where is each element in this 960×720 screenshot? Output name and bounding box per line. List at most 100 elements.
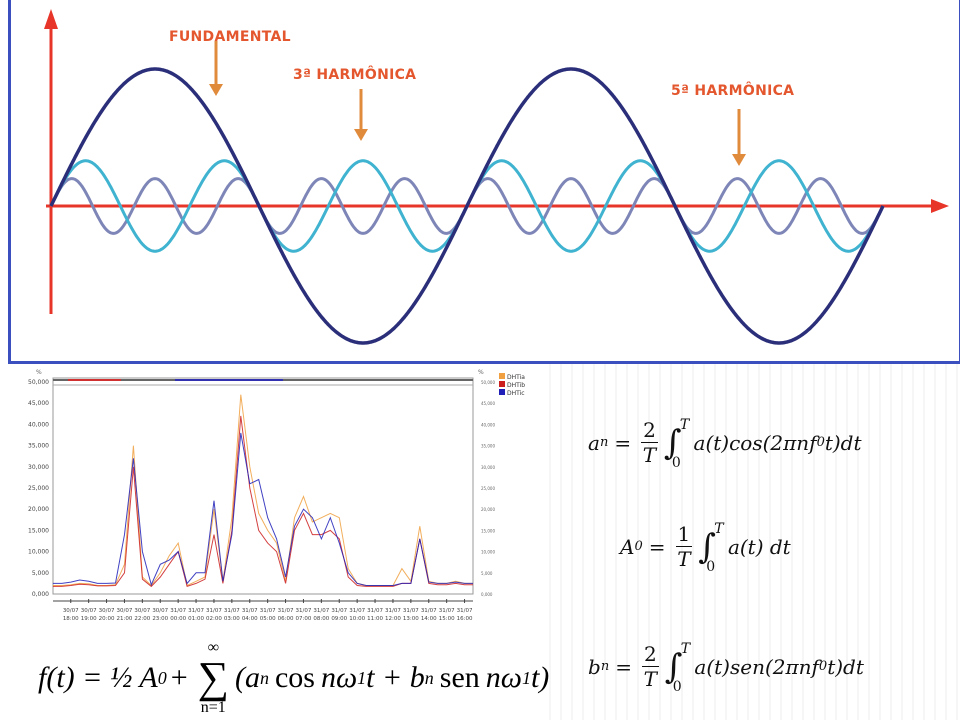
an-lower: 0 — [671, 454, 681, 471]
fourier-b-sub: n — [424, 667, 434, 688]
bn-lhs: b — [588, 654, 601, 679]
fourier-term: (a — [234, 661, 260, 694]
legend-label-DHTib: DHTib — [507, 382, 525, 389]
an-body-end: t)dt — [824, 430, 862, 455]
an-lhs: a — [588, 430, 600, 455]
x-tick-label-time: 10:00 — [349, 616, 365, 622]
fourier-lhs: f(t) = ½ A — [38, 661, 158, 694]
x-tick-label-time: 16:00 — [457, 616, 473, 622]
y-tick-label-right: 45,000 — [481, 401, 495, 406]
bn-body-end: t)dt — [827, 654, 864, 679]
x-tick-label-time: 09:00 — [331, 616, 347, 622]
bn-upper: T — [680, 640, 691, 657]
label-third-harmonic: 3ª HARMÔNICA — [293, 67, 417, 83]
x-tick-label-time: 06:00 — [278, 616, 294, 622]
sum-icon: ∞ ∑ n=1 — [198, 640, 229, 716]
y-tick-label: 25,000 — [28, 485, 49, 492]
an-den: T — [642, 443, 657, 467]
legend-swatch-DHTia — [499, 373, 505, 379]
x-tick-label-time: 13:00 — [403, 616, 419, 622]
y-tick-label-right: 10,000 — [481, 550, 495, 555]
bn-sub: n — [600, 659, 610, 674]
an-upper: T — [679, 416, 690, 433]
y-tick-label: 35,000 — [28, 443, 49, 450]
x-tick-label-date: 31/07 — [349, 608, 365, 614]
integral-icon: ∫ T 0 — [698, 520, 724, 575]
x-tick-label-date: 31/07 — [224, 608, 240, 614]
bn-lower: 0 — [672, 678, 682, 695]
y-tick-label-right: 40,000 — [481, 422, 495, 427]
legend-label-DHTic: DHTic — [507, 390, 525, 397]
fourier-nw1-2: nω — [485, 661, 522, 694]
label-fifth-harmonic: 5ª HARMÔNICA — [671, 83, 795, 99]
x-tick-label-date: 31/07 — [260, 608, 276, 614]
y-tick-label-right: 30,000 — [481, 465, 495, 470]
an-num: 2 — [641, 418, 658, 443]
fourier-nw1: nω — [320, 661, 358, 694]
integral-icon: ∫ T 0 — [664, 640, 691, 695]
legend-swatch-DHTib — [499, 381, 505, 387]
x-tick-label-time: 14:00 — [421, 616, 437, 622]
y-tick-label-right: 35,000 — [481, 444, 495, 449]
x-tick-label-time: 23:00 — [152, 616, 168, 622]
A0-body: a(t) dt — [727, 534, 791, 559]
x-tick-label-time: 08:00 — [313, 616, 329, 622]
fourier-nw1-sub-2: 1 — [521, 667, 531, 688]
x-tick-label-time: 21:00 — [117, 616, 133, 622]
bn-num: 2 — [641, 642, 659, 667]
legend-swatch-DHTic — [499, 389, 505, 395]
series-line-DHTic — [52, 432, 473, 587]
y-tick-label-right: 5,000 — [481, 571, 493, 576]
y-tick-label: 50,000 — [28, 379, 49, 386]
x-tick-label-date: 31/07 — [313, 608, 329, 614]
x-tick-label-date: 31/07 — [385, 608, 401, 614]
A0-num: 1 — [675, 522, 693, 547]
x-tick-label-time: 04:00 — [242, 616, 258, 622]
y-tick-label-right: 15,000 — [481, 528, 495, 533]
x-tick-label-date: 31/07 — [188, 608, 204, 614]
sum-bottom: n=1 — [200, 699, 226, 716]
y-tick-label-right: 0,000 — [481, 592, 493, 597]
x-tick-label-date: 31/07 — [296, 608, 312, 614]
harmonic-1-wave — [49, 67, 885, 345]
x-tick-label-date: 31/07 — [403, 608, 419, 614]
an-body-sub: 0 — [816, 435, 825, 450]
x-tick-label-time: 19:00 — [81, 616, 97, 622]
x-tick-label-time: 05:00 — [260, 616, 276, 622]
y-tick-label-right: 50,000 — [481, 380, 495, 385]
bn-body-sub: 0 — [818, 659, 828, 674]
integral-icon: ∫ T 0 — [663, 416, 690, 471]
x-tick-label-date: 31/07 — [170, 608, 186, 614]
x-tick-label-date: 30/07 — [99, 608, 115, 614]
x-tick-label-time: 11:00 — [367, 616, 383, 622]
x-tick-label-date: 30/07 — [134, 608, 150, 614]
fourier-lhs-sub: 0 — [157, 667, 167, 688]
an-body: a(t)cos(2πnf — [693, 430, 817, 455]
A0-lhs: A — [620, 534, 635, 559]
x-axis-arrow-icon — [931, 199, 949, 213]
y-unit-right: % — [478, 369, 484, 376]
y-tick-label: 0,000 — [32, 591, 49, 598]
arrow-head-icon-0 — [209, 84, 223, 96]
y-tick-label: 45,000 — [28, 400, 49, 407]
background-stripes — [540, 362, 960, 720]
series-line-DHTia — [52, 394, 473, 587]
bn-body: a(t)sen(2πnf — [694, 654, 819, 679]
x-tick-label-time: 07:00 — [296, 616, 312, 622]
y-tick-label: 40,000 — [28, 421, 49, 428]
fourier-cos: cos — [274, 661, 315, 694]
x-tick-label-date: 30/07 — [152, 608, 168, 614]
x-tick-label-time: 01:00 — [188, 616, 204, 622]
bn-den: T — [643, 667, 657, 691]
sum-top: ∞ — [207, 639, 219, 656]
x-tick-label-date: 31/07 — [439, 608, 455, 614]
x-tick-label-time: 20:00 — [99, 616, 115, 622]
legend-label-DHTia: DHTia — [507, 374, 525, 381]
x-tick-label-time: 22:00 — [134, 616, 150, 622]
y-tick-label-right: 25,000 — [481, 486, 495, 491]
x-tick-label-date: 31/07 — [242, 608, 258, 614]
